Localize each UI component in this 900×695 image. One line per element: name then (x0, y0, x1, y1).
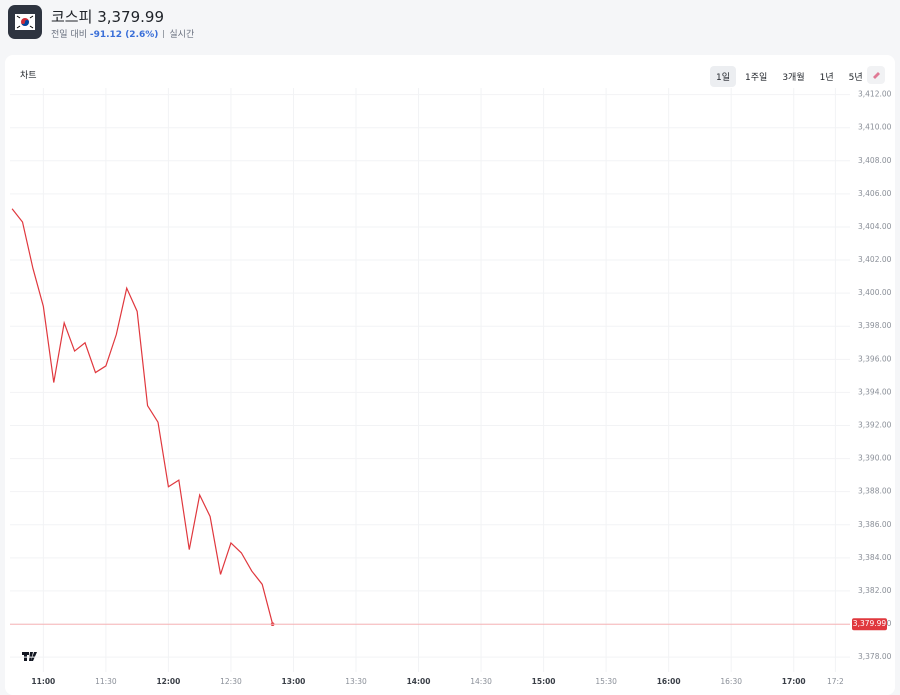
x-tick-label: 13:00 (282, 677, 306, 686)
range-tab[interactable]: 1일 (710, 66, 737, 87)
last-price-label: 3,379.99 (853, 619, 887, 628)
x-tick-label: 17:2 (827, 677, 844, 686)
kospi-icon (8, 5, 42, 39)
range-tabs: 1일 1주일 3개월 1년 5년 (710, 66, 869, 87)
y-tick-label: 3,382.00 (858, 586, 892, 595)
y-tick-label: 3,390.00 (858, 454, 892, 463)
x-tick-label: 17:00 (782, 677, 806, 686)
y-tick-label: 3,378.00 (858, 652, 892, 661)
x-tick-label: 16:00 (657, 677, 681, 686)
y-tick-label: 3,412.00 (858, 90, 892, 99)
y-tick-label: 3,406.00 (858, 189, 892, 198)
y-tick-label: 3,384.00 (858, 553, 892, 562)
change: -91.12 (2.6%) (89, 30, 159, 40)
x-tick-label: 12:30 (220, 677, 242, 686)
x-tick-label: 16:30 (720, 677, 742, 686)
x-tick-label: 15:30 (595, 677, 617, 686)
range-tab[interactable]: 5년 (848, 73, 863, 83)
x-tick-label: 11:00 (31, 677, 55, 686)
x-tick-label: 14:00 (407, 677, 431, 686)
y-tick-label: 3,410.00 (858, 123, 892, 132)
y-tick-label: 3,392.00 (858, 420, 892, 429)
card-title: 차트 (20, 71, 37, 81)
index-price: 3,379.99 (97, 8, 164, 26)
index-name: 코스피 (51, 8, 93, 26)
x-tick-label: 14:30 (470, 677, 492, 686)
last-price-box (852, 618, 887, 631)
title: 코스피 3,379.99 (51, 6, 164, 27)
price-line (11, 208, 274, 625)
x-tick-label: 13:30 (345, 677, 367, 686)
y-tick-label: 3,402.00 (858, 255, 892, 264)
settings-button[interactable] (867, 66, 885, 84)
status: 실시간 (169, 30, 195, 40)
y-tick-label: 3,400.00 (858, 288, 892, 297)
y-tick-label: 3,396.00 (858, 354, 892, 363)
y-tick-label: 3,386.00 (858, 520, 892, 529)
chart-card (5, 55, 895, 695)
y-tick-label: 3,398.00 (858, 321, 892, 330)
y-tick-label: 3,408.00 (858, 156, 892, 165)
range-tab[interactable]: 3개월 (782, 73, 805, 83)
change-label: 전일 대비 (51, 30, 87, 40)
y-tick-label: 3,388.00 (858, 487, 892, 496)
range-tab[interactable]: 1년 (819, 73, 834, 83)
x-tick-label: 15:00 (532, 677, 556, 686)
subtitle: 전일 대비 -91.12 (2.6%) 실시간 (51, 27, 194, 40)
range-tab[interactable]: 1주일 (745, 73, 768, 83)
y-tick-label: 3,394.00 (858, 387, 892, 396)
tradingview-logo (22, 652, 37, 661)
x-tick-label: 12:00 (156, 677, 180, 686)
y-tick-label: 3,404.00 (858, 222, 892, 231)
x-tick-label: 11:30 (95, 677, 117, 686)
